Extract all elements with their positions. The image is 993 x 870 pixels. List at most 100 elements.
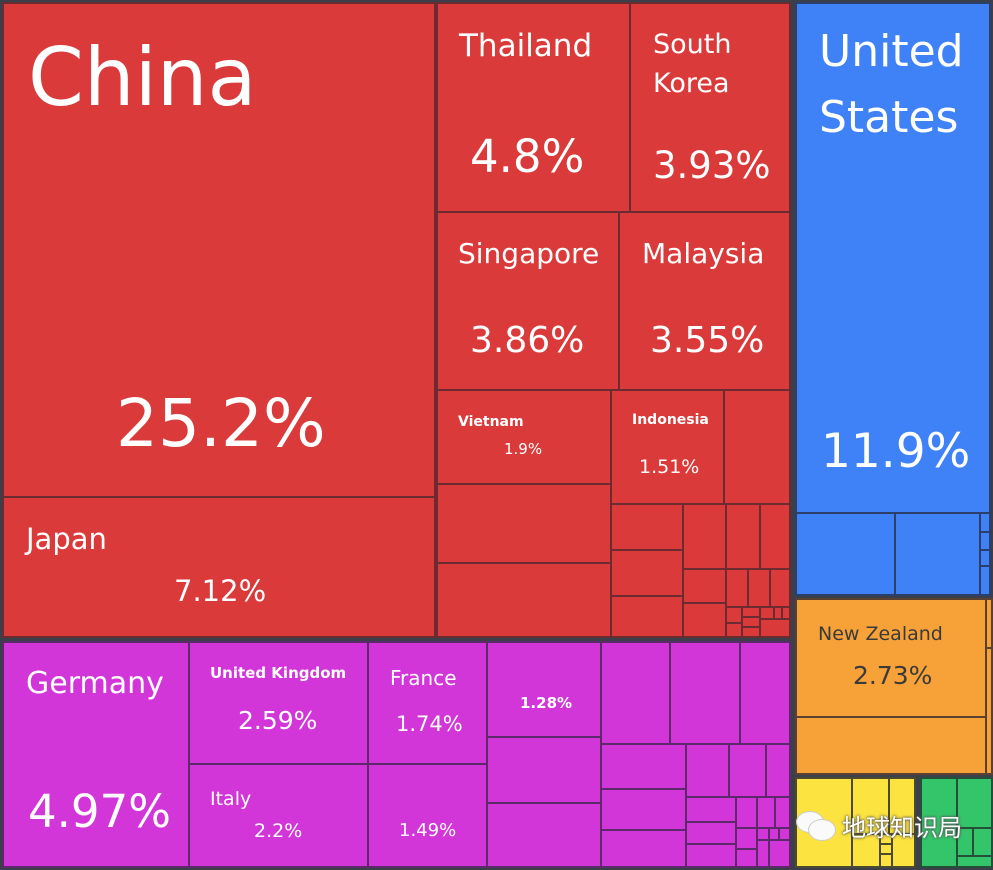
- tile-label: New Zealand: [818, 623, 943, 645]
- tile-europe-unlabeled[interactable]: [735, 796, 758, 829]
- tile-new-zealand[interactable]: New Zealand 2.73%: [795, 598, 987, 718]
- tile-south-korea[interactable]: South Korea 3.93%: [629, 2, 791, 213]
- tile-europe-unlabeled[interactable]: [735, 827, 758, 850]
- tile-value: 1.74%: [396, 712, 463, 736]
- tile-value: 1.28%: [520, 694, 573, 712]
- tile-south-america-unlabeled[interactable]: [920, 777, 958, 868]
- tile-label-line1: United: [819, 26, 964, 77]
- tile-africa-unlabeled[interactable]: [851, 833, 881, 868]
- tile-united-states[interactable]: United States 11.9%: [795, 2, 991, 514]
- tile-label-line2: States: [819, 92, 959, 143]
- tile-north-america-unlabeled[interactable]: [979, 565, 991, 596]
- tile-value: 3.55%: [650, 320, 765, 361]
- tile-label: Germany: [26, 666, 164, 701]
- tile-oceania-unlabeled[interactable]: [795, 716, 987, 775]
- tile-europe-unlabeled[interactable]: [735, 848, 758, 868]
- tile-south-america-unlabeled[interactable]: [956, 855, 993, 868]
- tile-label: China: [28, 31, 257, 124]
- tile-europe-unlabeled[interactable]: [669, 641, 741, 745]
- tile-label: Italy: [210, 788, 252, 810]
- tile-europe-unlabeled[interactable]: [600, 743, 687, 790]
- tile-asia-unlabeled[interactable]: [759, 503, 791, 570]
- tile-asia-unlabeled[interactable]: [682, 568, 727, 604]
- tile-value: 11.9%: [821, 424, 971, 479]
- tile-value: 4.97%: [28, 785, 171, 838]
- tile-asia-unlabeled[interactable]: [610, 503, 684, 551]
- tile-indonesia[interactable]: Indonesia 1.51%: [610, 389, 725, 505]
- tile-value: 3.86%: [470, 320, 585, 361]
- tile-asia-unlabeled[interactable]: [723, 389, 791, 505]
- tile-europe-unlabeled[interactable]: [486, 736, 602, 804]
- tile-thailand[interactable]: Thailand 4.8%: [436, 2, 631, 213]
- tile-vietnam[interactable]: Vietnam 1.9%: [436, 389, 612, 485]
- tile-asia-unlabeled[interactable]: [747, 568, 771, 608]
- wechat-icon: [796, 810, 836, 841]
- tile-europe-unlabeled[interactable]: [685, 821, 737, 845]
- tile-asia-unlabeled[interactable]: [436, 483, 612, 564]
- tile-value: 1.9%: [504, 440, 543, 458]
- tile-asia-unlabeled[interactable]: [725, 503, 761, 570]
- tile-label: Vietnam: [458, 414, 524, 430]
- tile-europe-unlabeled[interactable]: [728, 743, 767, 798]
- watermark-text: 地球知识局: [842, 814, 962, 842]
- tile-united-kingdom[interactable]: United Kingdom 2.59%: [188, 641, 369, 765]
- tile-asia-unlabeled[interactable]: [682, 602, 727, 638]
- tile-europe-unlabeled-2[interactable]: 1.28%: [486, 641, 602, 738]
- tile-asia-unlabeled[interactable]: [682, 503, 727, 570]
- tile-europe-unlabeled-1[interactable]: 1.49%: [367, 763, 488, 868]
- tile-asia-unlabeled[interactable]: [610, 595, 684, 638]
- tile-europe-unlabeled[interactable]: [739, 641, 791, 745]
- tile-france[interactable]: France 1.74%: [367, 641, 488, 765]
- tile-label: Malaysia: [642, 237, 765, 270]
- tile-value: 2.73%: [853, 661, 933, 690]
- tile-italy[interactable]: Italy 2.2%: [188, 763, 369, 868]
- tile-label: France: [390, 666, 457, 690]
- tile-germany[interactable]: Germany 4.97%: [2, 641, 190, 868]
- tile-europe-unlabeled[interactable]: [685, 843, 737, 868]
- tile-asia-unlabeled[interactable]: [769, 568, 791, 608]
- tile-label: United Kingdom: [210, 664, 347, 682]
- tile-label-line1: South: [653, 29, 732, 60]
- tile-value: 2.2%: [254, 820, 303, 842]
- tile-europe-unlabeled[interactable]: [486, 802, 602, 868]
- tile-value: 2.59%: [238, 706, 318, 735]
- tile-japan[interactable]: Japan 7.12%: [2, 496, 436, 638]
- tile-europe-unlabeled[interactable]: [685, 796, 737, 823]
- tile-label: Thailand: [459, 28, 593, 64]
- watermark: 地球知识局: [796, 808, 962, 843]
- tile-europe-unlabeled[interactable]: [765, 743, 791, 798]
- tile-oceania-unlabeled[interactable]: [985, 598, 993, 649]
- tile-europe-unlabeled[interactable]: [600, 829, 687, 868]
- tile-label: Indonesia: [632, 412, 709, 428]
- tile-china[interactable]: China 25.2%: [2, 2, 436, 498]
- tile-europe-unlabeled[interactable]: [768, 839, 791, 868]
- tile-value: 3.93%: [653, 144, 771, 187]
- tile-oceania-unlabeled[interactable]: [985, 647, 993, 775]
- tile-asia-unlabeled[interactable]: [436, 562, 612, 638]
- tile-asia-unlabeled[interactable]: [759, 618, 791, 638]
- tile-value: 4.8%: [470, 130, 585, 183]
- tile-singapore[interactable]: Singapore 3.86%: [436, 211, 620, 391]
- tile-value: 1.49%: [399, 820, 457, 841]
- tile-asia-unlabeled[interactable]: [610, 549, 684, 597]
- tile-label: Singapore: [458, 237, 600, 270]
- tile-africa-unlabeled[interactable]: [891, 833, 916, 868]
- tile-europe-unlabeled[interactable]: [600, 788, 687, 831]
- tile-value: 1.51%: [639, 456, 700, 478]
- tile-europe-unlabeled[interactable]: [600, 641, 671, 745]
- tile-asia-unlabeled[interactable]: [725, 568, 749, 608]
- tile-asia-unlabeled[interactable]: [741, 626, 761, 638]
- tile-europe-unlabeled[interactable]: [774, 796, 791, 829]
- tile-north-america-unlabeled[interactable]: [894, 512, 981, 596]
- tile-value: 25.2%: [116, 385, 326, 462]
- tile-north-america-unlabeled[interactable]: [979, 531, 991, 551]
- tile-north-america-unlabeled[interactable]: [979, 512, 991, 533]
- tile-north-america-unlabeled[interactable]: [795, 512, 896, 596]
- tile-europe-unlabeled[interactable]: [685, 743, 730, 798]
- tile-europe-unlabeled[interactable]: [756, 796, 776, 829]
- tile-south-america-unlabeled[interactable]: [972, 827, 993, 857]
- tile-malaysia[interactable]: Malaysia 3.55%: [618, 211, 791, 391]
- tile-value: 7.12%: [174, 574, 267, 608]
- tile-label-line2: Korea: [653, 68, 730, 99]
